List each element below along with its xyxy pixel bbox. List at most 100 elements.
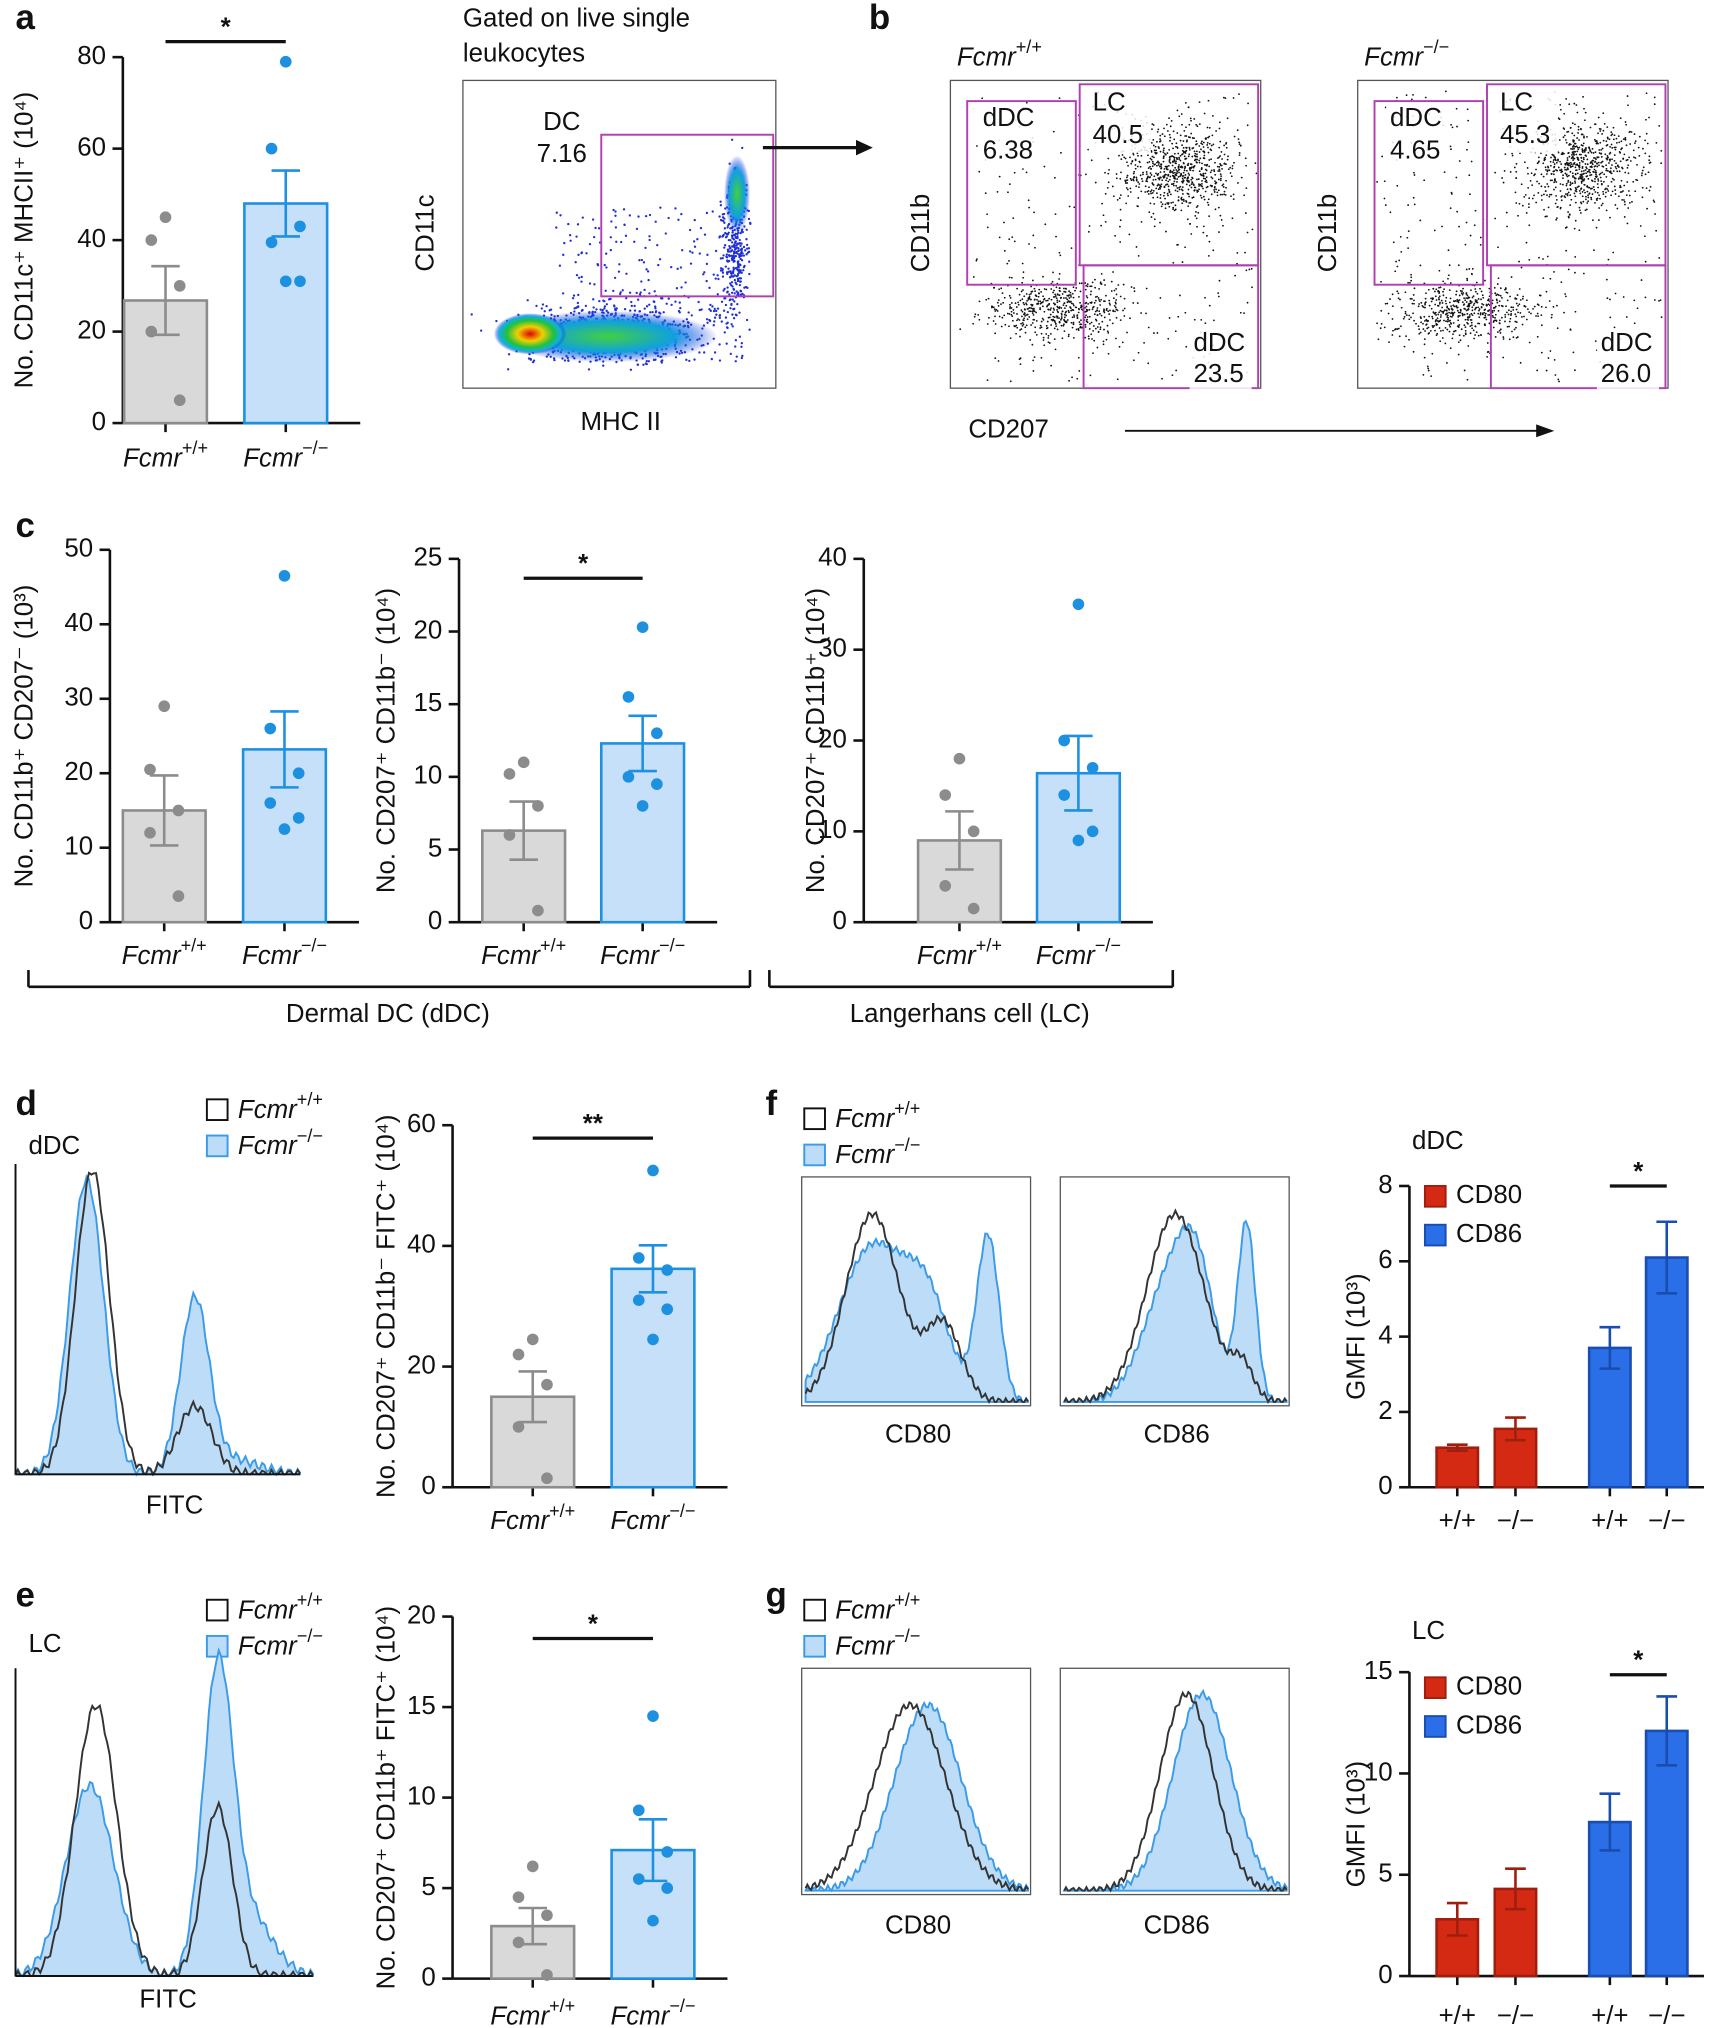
dot (1574, 271, 1576, 274)
dot (1010, 276, 1013, 279)
dot (742, 269, 745, 272)
dot (1196, 155, 1199, 158)
dot (1184, 165, 1186, 168)
dot (1443, 171, 1446, 173)
dot (1134, 164, 1137, 166)
dot (1028, 293, 1031, 296)
axis-label: FITC (139, 1985, 196, 2013)
dot (749, 221, 752, 225)
dot (1178, 186, 1180, 189)
dot (1185, 126, 1187, 129)
data-point (503, 768, 516, 780)
dot (1163, 185, 1166, 188)
dot (978, 318, 981, 321)
dot (562, 253, 565, 257)
dot (1033, 287, 1036, 290)
dot (1608, 170, 1611, 173)
dot (1609, 145, 1612, 148)
dot (1231, 167, 1234, 170)
dot (1176, 146, 1179, 149)
dot (1023, 313, 1025, 316)
dot (1581, 176, 1584, 178)
y-axis-label: No. CD207⁺ CD11b⁻ (10⁴) (373, 588, 401, 893)
dot (1188, 174, 1191, 176)
dot (1426, 327, 1429, 330)
dot (1171, 170, 1174, 173)
dot (1575, 163, 1577, 166)
dot (1177, 243, 1179, 246)
dot (729, 239, 732, 242)
dot (1190, 163, 1193, 166)
dot (733, 300, 736, 303)
dot (1153, 202, 1156, 205)
dot (1049, 313, 1052, 316)
dot (1566, 193, 1569, 195)
dot (1611, 133, 1614, 136)
dot (1644, 173, 1647, 176)
dot (1199, 157, 1202, 160)
dot (1572, 351, 1575, 354)
dot (1578, 146, 1581, 149)
dot (1071, 326, 1074, 329)
y-tick-label: 25 (413, 544, 442, 572)
dot (643, 307, 646, 310)
dot (1466, 277, 1469, 280)
dot (1540, 324, 1543, 327)
dot (1202, 174, 1204, 177)
dot (1494, 316, 1496, 319)
dot (745, 238, 748, 241)
dot (1068, 297, 1071, 299)
dot (1245, 187, 1248, 190)
dot (1578, 206, 1581, 209)
dot (1625, 123, 1628, 126)
dot (1547, 185, 1550, 188)
dot (1151, 155, 1154, 158)
dot (1438, 290, 1441, 293)
dot (1566, 167, 1569, 169)
dot (1129, 177, 1132, 180)
dot (577, 253, 580, 257)
dot (1187, 162, 1190, 165)
dot (1577, 159, 1580, 161)
dot (1181, 198, 1184, 201)
dot (1572, 139, 1575, 142)
dot (1191, 147, 1194, 150)
dot (1553, 163, 1556, 165)
bar (243, 202, 329, 425)
dot (1174, 189, 1177, 192)
dot (1045, 288, 1048, 291)
dot (645, 305, 649, 308)
dot (734, 313, 738, 316)
dot (1233, 161, 1235, 164)
dot (1202, 177, 1205, 180)
dot (1187, 136, 1190, 138)
dot (1434, 319, 1437, 322)
dot (1207, 136, 1210, 139)
dot (1172, 206, 1175, 209)
dot (1147, 362, 1150, 365)
dot (1031, 290, 1034, 293)
dot (735, 267, 738, 270)
dot (1477, 322, 1479, 325)
dot (1194, 186, 1197, 189)
dot (1059, 254, 1062, 257)
y-axis-label: No. CD11b⁺ CD207⁻ (10³) (11, 585, 39, 888)
dot (1010, 302, 1013, 304)
dot (1605, 191, 1607, 194)
dot (1250, 267, 1253, 270)
dot (745, 243, 749, 247)
dot (726, 226, 729, 229)
dot (1545, 215, 1548, 218)
dot (994, 332, 997, 335)
dot (1159, 197, 1162, 199)
dot (1099, 304, 1102, 306)
dot (1028, 316, 1031, 318)
group-label: Langerhans cell (LC) (850, 1000, 1090, 1028)
dot (1008, 313, 1011, 315)
dot (1027, 307, 1030, 310)
dot (1173, 138, 1176, 141)
dot (1217, 178, 1220, 181)
dot (1194, 152, 1197, 155)
dot (1577, 148, 1580, 151)
data-point (279, 275, 292, 288)
